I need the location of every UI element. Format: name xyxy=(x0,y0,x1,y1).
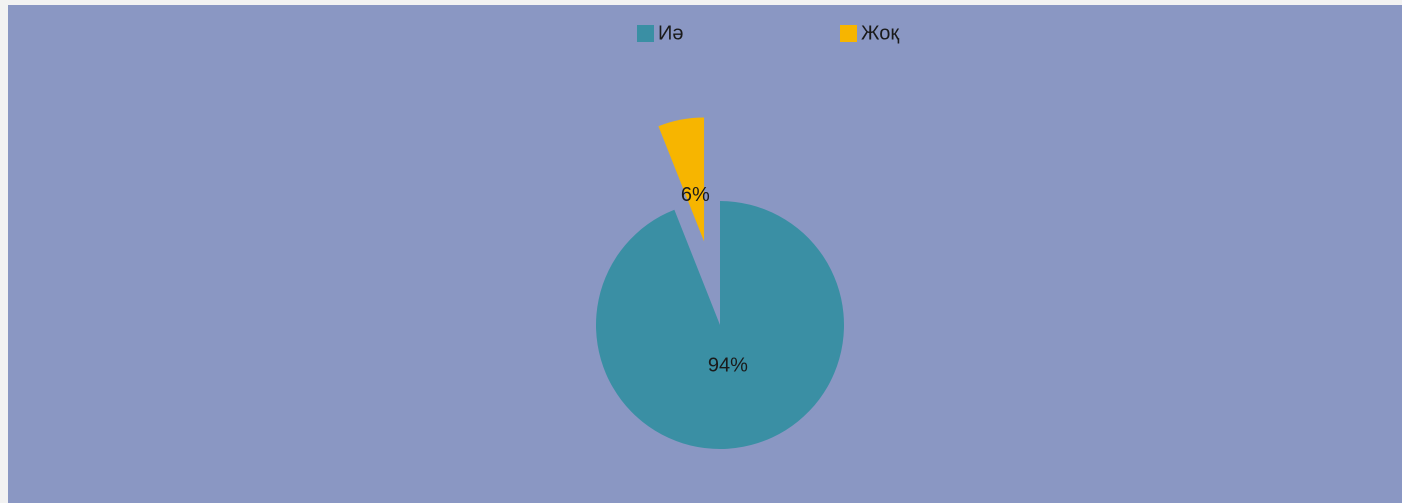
legend-label: Жоқ xyxy=(861,22,899,44)
legend-swatch xyxy=(840,25,857,42)
legend-swatch xyxy=(637,25,654,42)
legend-label: Иә xyxy=(658,22,684,44)
data-label: 94% xyxy=(708,355,748,377)
pie-slice xyxy=(595,201,844,449)
data-label: 6% xyxy=(681,184,710,206)
pie-slice xyxy=(658,117,705,242)
